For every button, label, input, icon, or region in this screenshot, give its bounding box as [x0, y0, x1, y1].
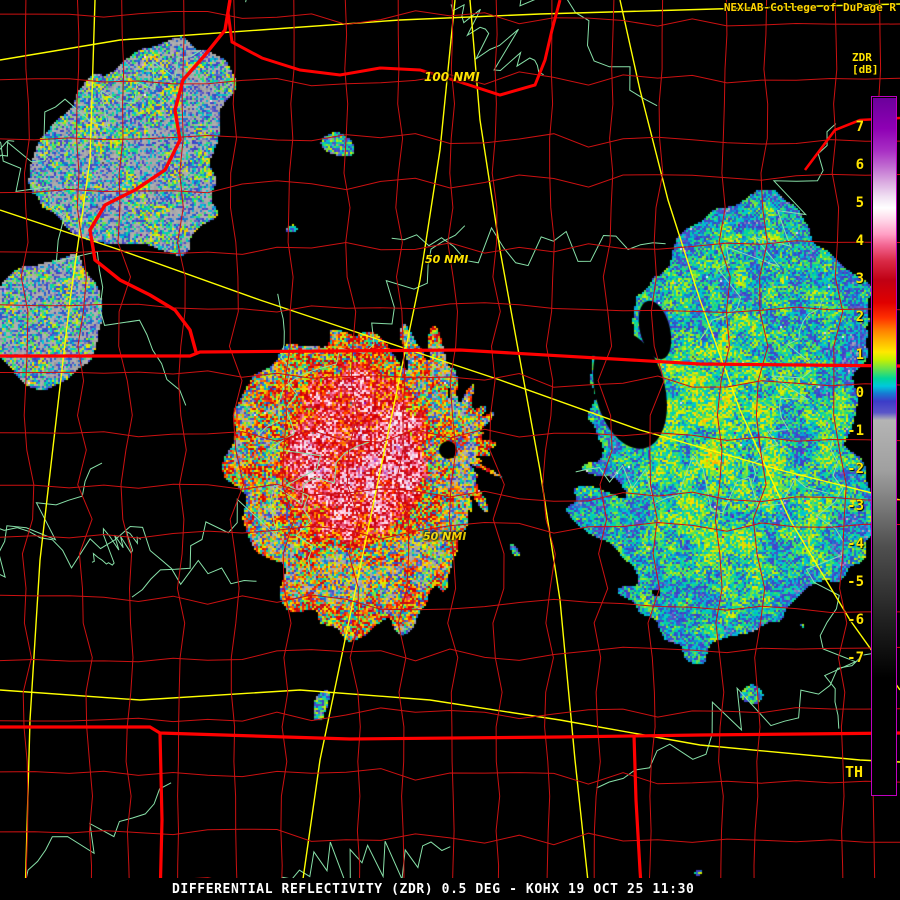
status-bar: DIFFERENTIAL REFLECTIVITY (ZDR) 0.5 DEG …	[0, 878, 900, 900]
page-title: NEXLAB-College of DuPage R	[723, 1, 896, 14]
colorbar-gradient	[873, 98, 896, 678]
color-scale[interactable]	[871, 96, 897, 796]
colorbar-title: ZDR [dB]	[852, 52, 900, 76]
range-ring-label-50nmi-south: 50 NMI	[423, 530, 467, 543]
colorbar-tick-6: 6	[855, 157, 864, 174]
colorbar-tick-neg2: -2	[847, 460, 864, 477]
product-status-text: DIFFERENTIAL REFLECTIVITY (ZDR) 0.5 DEG …	[172, 882, 695, 897]
colorbar-tick-5: 5	[855, 195, 864, 212]
colorbar-tick-neg7: -7	[847, 650, 864, 667]
colorbar-tick-neg6: -6	[847, 612, 864, 629]
colorbar-tick-neg5: -5	[847, 574, 864, 591]
colorbar-tick-1: 1	[855, 346, 864, 363]
colorbar-frame	[871, 96, 897, 796]
range-ring-label-50nmi: 50 NMI	[425, 253, 469, 266]
colorbar-title-product: ZDR	[852, 51, 872, 64]
colorbar-tick-neg4: -4	[847, 536, 864, 553]
colorbar-title-units: [dB]	[852, 63, 879, 76]
colorbar-tick-neg3: -3	[847, 498, 864, 515]
colorbar-threshold-label: TH	[845, 763, 864, 781]
colorbar-tick-7: 7	[855, 119, 864, 136]
colorbar-tick-3: 3	[855, 270, 864, 287]
colorbar-tick-4: 4	[855, 233, 864, 250]
range-ring-label-100nmi: 100 NMI	[424, 70, 480, 84]
colorbar-tick-2: 2	[855, 308, 864, 325]
colorbar-tick-neg1: -1	[847, 422, 864, 439]
colorbar-tick-0: 0	[855, 384, 864, 401]
